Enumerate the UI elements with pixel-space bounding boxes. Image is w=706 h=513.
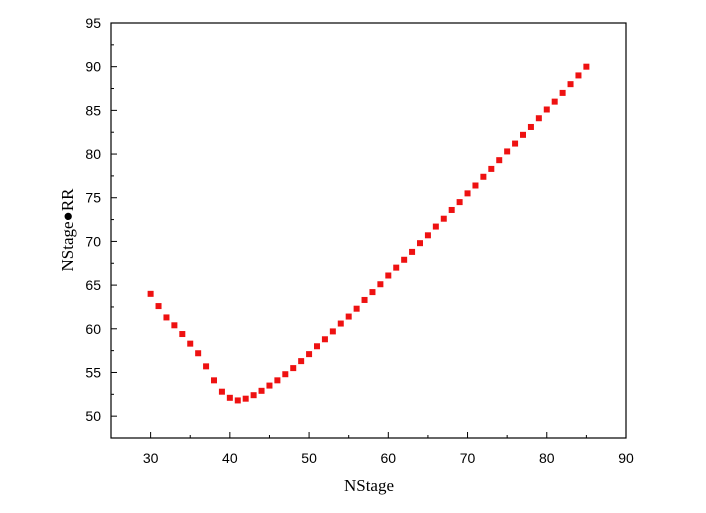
axis-ticks: 30 40 50 60 70 80 90 50 55 60 65 70 75 80 85 90 95 (85, 15, 634, 466)
y-tick-label: 95 (85, 15, 101, 31)
x-tick-label: 30 (143, 450, 159, 466)
data-point (551, 98, 558, 105)
data-point (250, 392, 257, 399)
data-point (401, 256, 408, 263)
data-point (242, 395, 249, 402)
data-point (337, 320, 344, 327)
data-point (306, 351, 313, 358)
data-point (535, 115, 542, 122)
data-point (329, 328, 336, 335)
y-tick-label: 50 (85, 408, 101, 424)
y-tick-label: 85 (85, 102, 101, 118)
y-tick-label: 65 (85, 277, 101, 293)
x-tick-label: 40 (222, 450, 238, 466)
data-point (559, 89, 566, 96)
data-point (377, 281, 384, 288)
data-point (543, 106, 550, 113)
data-point (496, 157, 503, 164)
data-point (171, 322, 178, 329)
data-point (480, 173, 487, 180)
data-point (163, 314, 170, 321)
data-point (440, 215, 447, 222)
data-point (504, 148, 511, 155)
data-point (290, 365, 297, 372)
data-point (448, 206, 455, 213)
data-point (472, 182, 479, 189)
data-point (258, 387, 265, 394)
y-axis-title: NStage●RR (58, 188, 77, 272)
data-point (432, 223, 439, 230)
data-point (298, 358, 305, 365)
data-point (353, 305, 360, 312)
data-point (575, 72, 582, 79)
data-point (361, 296, 368, 303)
y-tick-label: 70 (85, 233, 101, 249)
data-point (321, 336, 328, 343)
data-point (314, 343, 320, 350)
x-tick-label: 80 (539, 450, 555, 466)
data-point (424, 232, 431, 239)
plot-frame (110, 22, 627, 439)
y-tick-label: 75 (85, 190, 101, 206)
y-tick-label: 90 (85, 59, 101, 75)
data-point (147, 290, 154, 297)
data-point (226, 394, 233, 401)
data-point (187, 340, 194, 347)
data-point (409, 248, 416, 255)
data-point (195, 350, 202, 357)
data-point (512, 140, 519, 147)
x-tick-label: 90 (618, 450, 634, 466)
data-point (385, 272, 392, 279)
data-point (345, 313, 352, 320)
x-axis-title: NStage (344, 476, 394, 495)
data-point (417, 240, 423, 247)
y-tick-label: 55 (85, 364, 101, 380)
data-point (155, 303, 162, 310)
data-point (369, 289, 376, 296)
data-point (266, 382, 273, 389)
data-point (274, 377, 281, 384)
y-tick-label: 80 (85, 146, 101, 162)
data-point (567, 81, 574, 88)
data-point (211, 377, 217, 384)
data-point (218, 388, 225, 395)
y-tick-label: 60 (85, 321, 101, 337)
data-point (583, 63, 590, 70)
x-tick-label: 70 (460, 450, 476, 466)
data-point (456, 199, 463, 206)
data-point (488, 165, 495, 172)
data-point (179, 331, 186, 338)
data-point (203, 363, 210, 370)
data-point (464, 190, 471, 197)
data-point (282, 371, 289, 378)
x-tick-label: 50 (301, 450, 317, 466)
data-point (234, 397, 241, 404)
data-point (527, 123, 534, 130)
x-tick-label: 60 (381, 450, 397, 466)
data-points (147, 63, 590, 404)
data-point (393, 264, 400, 271)
data-point (520, 131, 526, 138)
